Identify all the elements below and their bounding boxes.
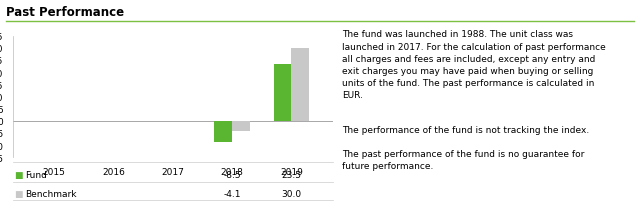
Text: The performance of the fund is not tracking the index.: The performance of the fund is not track… <box>342 125 589 134</box>
Text: The past performance of the fund is no guarantee for
future performance.: The past performance of the fund is no g… <box>342 149 585 170</box>
Text: Fund: Fund <box>26 170 47 179</box>
Bar <box>214 121 232 142</box>
Text: The fund was launched in 1988. The unit class was
launched in 2017. For the calc: The fund was launched in 1988. The unit … <box>342 30 606 100</box>
Text: -4.1: -4.1 <box>223 189 241 198</box>
Bar <box>232 121 250 131</box>
Text: ■: ■ <box>14 189 22 198</box>
Bar <box>291 48 309 121</box>
Text: -8.5: -8.5 <box>223 170 241 179</box>
Bar <box>273 64 291 121</box>
Text: 30.0: 30.0 <box>281 189 301 198</box>
Text: Past Performance: Past Performance <box>6 6 125 19</box>
Text: 23.5: 23.5 <box>282 170 301 179</box>
Text: ■: ■ <box>14 170 22 179</box>
Text: Benchmark: Benchmark <box>26 189 77 198</box>
